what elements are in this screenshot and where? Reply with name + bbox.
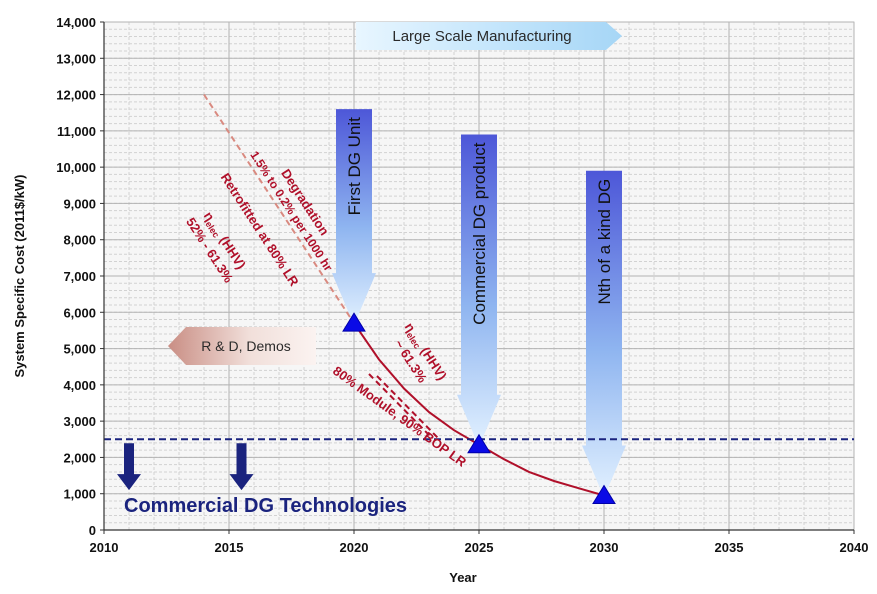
rd-demos-label: R & D, Demos [201,338,290,354]
y-tick-label: 7,000 [63,269,96,284]
large-scale-manufacturing-label: Large Scale Manufacturing [392,28,571,45]
y-tick-label: 2,000 [63,450,96,465]
first-dg-unit-marker [342,312,366,332]
commercial-dg-product-marker [467,433,491,454]
y-tick-label: 6,000 [63,305,96,320]
x-tick-label: 2010 [90,540,119,555]
y-tick-label: 14,000 [56,15,96,30]
rd-demos-arrow [168,327,316,365]
x-tick-label: 2015 [215,540,244,555]
y-tick-label: 5,000 [63,342,96,357]
y-tick-label: 13,000 [56,51,96,66]
down-arrow-1 [117,443,141,491]
y-tick-label: 8,000 [63,233,96,248]
x-tick-label: 2025 [465,540,494,555]
x-axis-title: Year [449,570,476,585]
large-scale-manufacturing-arrow [356,22,622,50]
x-tick-label: 2040 [840,540,869,555]
first-dg-unit-label: First DG Unit [345,117,364,216]
milestone-arrows: First DG Unit Commercial DG product Nth of… [332,109,626,498]
y-tick-label: 3,000 [63,414,96,429]
x-tick-label: 2035 [715,540,744,555]
commercial-dg-product-label: Commercial DG product [470,142,489,325]
y-tick-label: 0 [89,523,96,538]
degradation-line [203,94,355,324]
commercial-dg-technologies-label: Commercial DG Technologies [124,495,407,517]
y-tick-label: 4,000 [63,378,96,393]
module-bop-lr-line-secondary [376,375,441,441]
x-tick-label: 2030 [590,540,619,555]
x-tick-label: 2020 [340,540,369,555]
nth-of-a-kind-dg-marker [592,484,616,505]
large-scale-manufacturing-banner: Large Scale Manufacturing [356,22,622,50]
module-bop-lr-line [368,373,433,439]
nth-of-a-kind-dg-arrow [582,170,626,498]
axes: 0 1,000 2,000 3,000 4,000 5,000 6,000 7,000 8,00… [56,15,868,555]
y-tick-label: 9,000 [63,196,96,211]
rd-demos-banner: R & D, Demos [168,327,316,365]
first-dg-unit-arrow [332,109,376,326]
y-axis-title: System Specific Cost (2011$/kW) [12,174,27,377]
y-tick-label: 12,000 [56,88,96,103]
down-arrow-2 [229,443,254,491]
y-tick-label: 10,000 [56,160,96,175]
milestone-markers [342,312,616,505]
nth-of-a-kind-dg-label: Nth of a kind DG [595,179,614,305]
commercial-dg-product-arrow [457,134,501,447]
y-tick-label: 11,000 [57,124,96,139]
y-tick-label: 1,000 [63,487,96,502]
